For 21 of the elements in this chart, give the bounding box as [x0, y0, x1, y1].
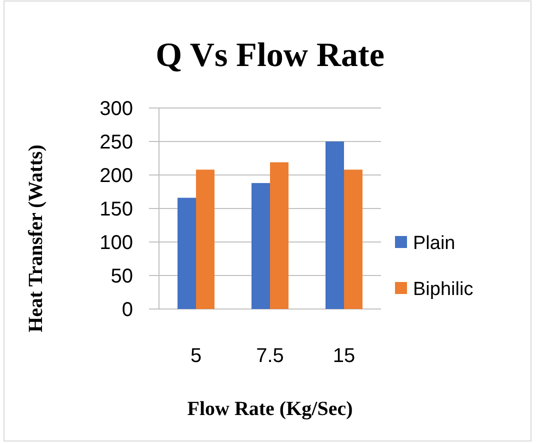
y-tick-label: 50 [110, 266, 133, 288]
bar [252, 183, 270, 309]
y-tick-label: 250 [100, 132, 133, 154]
y-tick-label: 200 [100, 165, 133, 187]
x-tick-label: 7.5 [256, 345, 284, 367]
x-tick-label: 15 [332, 345, 356, 367]
bar [178, 198, 196, 309]
chart-title: Q Vs Flow Rate [156, 37, 384, 74]
y-tick-label: 300 [100, 98, 133, 120]
legend-label: Plain [413, 233, 456, 254]
y-tick-label: 100 [100, 232, 133, 254]
x-tick-label: 5 [190, 345, 202, 367]
y-tick-label: 150 [100, 198, 133, 220]
x-axis-title: Flow Rate (Kg/Sec) [187, 398, 353, 420]
bar [344, 170, 362, 309]
legend-label: Biphilic [413, 279, 474, 300]
bar [326, 142, 344, 309]
bar [196, 170, 214, 309]
y-axis-title: Heat Transfer (Watts) [25, 144, 47, 332]
y-tick-label: 0 [122, 299, 133, 321]
bar [270, 162, 288, 309]
